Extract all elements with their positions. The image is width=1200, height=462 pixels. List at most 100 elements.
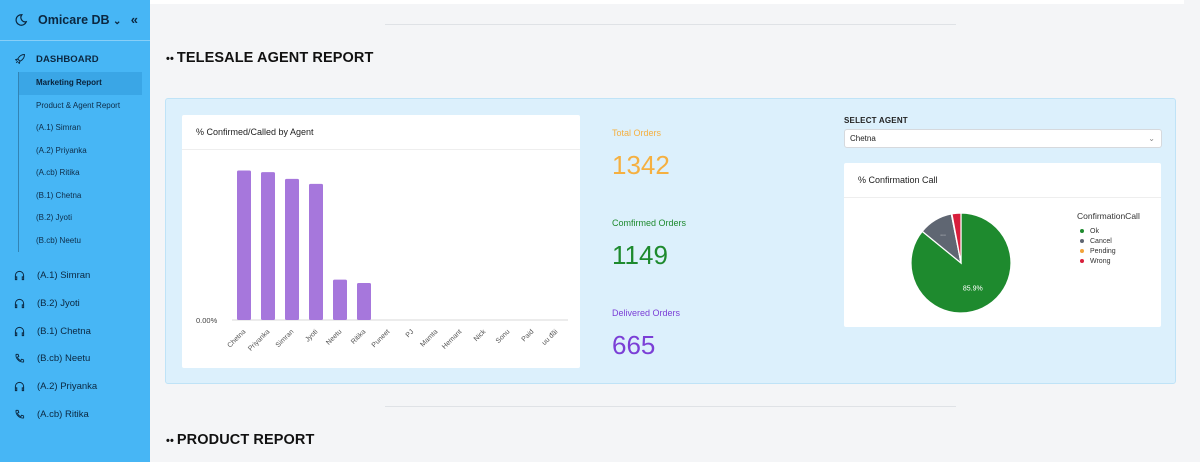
section-divider bbox=[385, 24, 956, 25]
sidebar-divider bbox=[0, 40, 150, 41]
agent-label: (A.2) Priyanka bbox=[37, 381, 98, 393]
bar-chart-header: % Confirmed/Called by Agent bbox=[182, 115, 580, 150]
sidebar-subitem-b2-jyoti[interactable]: (B.2) Jyoti bbox=[36, 213, 73, 222]
bar-simran[interactable] bbox=[285, 178, 299, 320]
sidebar-item-a2-priyanka[interactable]: (A.2) Priyanka bbox=[14, 373, 144, 401]
legend-dot bbox=[1080, 249, 1084, 253]
x-tick-label: Hemant bbox=[441, 328, 463, 350]
x-tick-label: Paid bbox=[521, 328, 536, 343]
sidebar-subitem-b1-chetna[interactable]: (B.1) Chetna bbox=[36, 190, 82, 200]
select-agent-value: Chetna bbox=[850, 134, 876, 143]
sidebar-item-acb-ritika[interactable]: (A.cb) Ritika bbox=[14, 400, 144, 428]
legend-dot bbox=[1080, 259, 1084, 263]
bar-chetna[interactable] bbox=[237, 170, 251, 320]
legend-item-ok[interactable]: Ok bbox=[1080, 226, 1116, 236]
sidebar-subitem-acb-ritika[interactable]: (A.cb) Ritika bbox=[36, 168, 80, 177]
sidebar-item-dashboard[interactable]: DASHBOARD bbox=[14, 53, 99, 65]
legend-dot bbox=[1080, 239, 1084, 243]
pie-legend: Ok Cancel Pending Wrong bbox=[1080, 226, 1116, 266]
brand-menu[interactable]: Omicare DB ⌄ « bbox=[14, 12, 138, 27]
bar-chart: 0.00% Chetna Priyanka Simran Jyoti Neetu Ritik… bbox=[196, 170, 568, 353]
pie-label-cancel: ... bbox=[940, 230, 946, 237]
bar-priyanka[interactable] bbox=[261, 172, 275, 320]
section-divider bbox=[385, 406, 956, 407]
phone-icon bbox=[15, 409, 25, 419]
sidebar-subitem-product-agent-report[interactable]: Product & Agent Report bbox=[36, 100, 121, 110]
legend-label: Wrong bbox=[1090, 257, 1111, 265]
bar-neetu[interactable] bbox=[333, 279, 347, 320]
total-orders-value: 1342 bbox=[612, 150, 670, 180]
select-agent-dropdown[interactable]: Chetna ⌄ bbox=[844, 129, 1162, 148]
agent-nav: (A.1) Simran (B.2) Jyoti (B.1) Chetna (B… bbox=[14, 262, 144, 428]
rocket-icon bbox=[15, 54, 25, 64]
legend-label: Ok bbox=[1090, 227, 1099, 235]
x-tick-label: Neetu bbox=[325, 328, 343, 346]
legend-dot bbox=[1080, 229, 1084, 233]
pie-label-ok: 85.9% bbox=[963, 285, 983, 292]
total-orders-label: Total Orders bbox=[612, 128, 662, 138]
top-card-edge bbox=[150, 0, 1184, 4]
headset-icon bbox=[14, 326, 25, 336]
telesale-title-text: TELESALE AGENT REPORT bbox=[176, 50, 374, 66]
bar-jyoti[interactable] bbox=[309, 183, 323, 320]
agent-label: (A.cb) Ritika bbox=[37, 408, 89, 420]
sidebar-subitem-a1-simran[interactable]: (A.1) Simran bbox=[36, 123, 81, 132]
confirmed-orders-label: Comfirmed Orders bbox=[612, 218, 687, 228]
brand-caret-icon: ⌄ bbox=[113, 15, 122, 27]
legend-label: Pending bbox=[1090, 247, 1116, 255]
pie-slice-wrong[interactable] bbox=[951, 212, 962, 264]
title-dots: •• bbox=[166, 53, 174, 65]
sidebar-item-b1-chetna[interactable]: (B.1) Chetna bbox=[14, 317, 144, 345]
phone-icon bbox=[15, 354, 25, 363]
x-tick-label: Ritika bbox=[350, 328, 367, 345]
legend-item-wrong[interactable]: Wrong bbox=[1080, 256, 1116, 266]
sidebar: Omicare DB ⌄ « DASHBOARD Marketing Repor… bbox=[0, 0, 150, 462]
x-tick-label: Puneet bbox=[371, 328, 392, 349]
sidebar-subitem-a2-priyanka[interactable]: (A.2) Priyanka bbox=[36, 145, 87, 155]
agent-label: (B.1) Chetna bbox=[37, 325, 91, 337]
x-tick-label: Mamta bbox=[419, 328, 439, 348]
telesale-section-title: •• TELESALE AGENT REPORT bbox=[166, 50, 373, 66]
collapse-sidebar-icon[interactable]: « bbox=[130, 12, 138, 27]
sidebar-subitem-bcb-neetu[interactable]: (B.cb) Neetu bbox=[36, 235, 81, 245]
x-tick-label: Nick bbox=[473, 328, 488, 343]
pie-chart-card: % Confirmation Call 85.9%... Confirmatio… bbox=[844, 163, 1161, 327]
x-tick-label: Sonu bbox=[495, 328, 512, 345]
sidebar-item-b2-jyoti[interactable]: (B.2) Jyoti bbox=[14, 290, 144, 318]
product-section-title: •• PRODUCT REPORT bbox=[166, 432, 314, 448]
x-tick-label: Simran bbox=[275, 328, 296, 349]
brand-title: Omicare DB ⌄ bbox=[38, 12, 122, 27]
pie-legend-title: ConfirmationCall bbox=[1077, 211, 1140, 221]
agent-label: (B.2) Jyoti bbox=[37, 298, 80, 310]
legend-label: Cancel bbox=[1090, 237, 1112, 245]
pie-chart-header: % Confirmation Call bbox=[844, 163, 1161, 198]
dashboard-label: DASHBOARD bbox=[36, 53, 99, 65]
legend-item-pending[interactable]: Pending bbox=[1080, 246, 1116, 256]
x-tick-label: Chetna bbox=[226, 328, 247, 349]
delivered-orders-label: Delivered Orders bbox=[612, 308, 681, 318]
agent-label: (A.1) Simran bbox=[37, 270, 91, 282]
headset-icon bbox=[14, 298, 25, 309]
agent-label: (B.cb) Neetu bbox=[37, 353, 91, 365]
dashboard-subnav: Marketing Report Product & Agent Report … bbox=[18, 72, 142, 252]
headset-icon bbox=[14, 271, 25, 281]
select-agent-label: SELECT AGENT bbox=[844, 116, 908, 125]
confirmed-orders-value: 1149 bbox=[612, 240, 668, 270]
telesale-report-panel: % Confirmed/Called by Agent 0.00% Chetna P… bbox=[165, 98, 1176, 384]
sidebar-item-a1-simran[interactable]: (A.1) Simran bbox=[14, 262, 144, 290]
y-tick-label: 0.00% bbox=[196, 316, 218, 325]
bar-ritika[interactable] bbox=[357, 283, 371, 320]
sidebar-item-bcb-neetu[interactable]: (B.cb) Neetu bbox=[14, 345, 144, 373]
sidebar-subitem-marketing-report[interactable]: Marketing Report bbox=[19, 72, 142, 95]
pie-chart: 85.9%... bbox=[910, 212, 1012, 314]
x-tick-label: Jyoti bbox=[304, 328, 319, 343]
x-tick-label: Priyanka bbox=[247, 328, 271, 352]
bar-chart-card: % Confirmed/Called by Agent 0.00% Chetna P… bbox=[182, 115, 580, 368]
delivered-orders-value: 665 bbox=[612, 330, 656, 360]
x-tick-label: uu đãi bbox=[541, 328, 560, 347]
headset-icon bbox=[14, 381, 25, 392]
title-dots: •• bbox=[166, 435, 174, 447]
chevron-down-icon: ⌄ bbox=[1148, 134, 1155, 143]
legend-item-cancel[interactable]: Cancel bbox=[1080, 236, 1116, 246]
x-tick-label: PJ bbox=[405, 328, 416, 339]
